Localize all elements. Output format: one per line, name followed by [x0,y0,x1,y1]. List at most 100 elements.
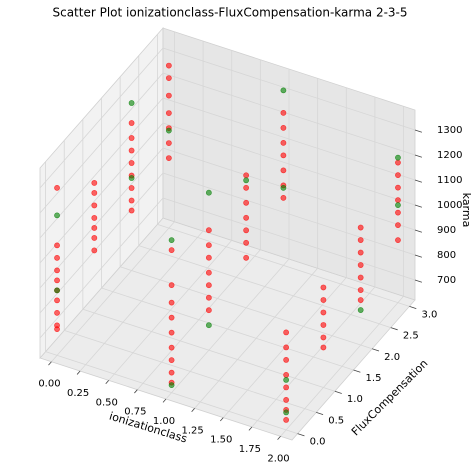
panes [39,26,416,441]
x-tick-label: 0.75 [124,407,146,418]
point [205,189,212,196]
grid-line [39,122,164,264]
point [357,287,364,293]
point [395,184,401,191]
point [283,409,290,416]
point [283,417,290,423]
point [54,309,60,316]
point [283,384,290,391]
grid [39,31,416,437]
point [280,167,287,174]
point [91,215,98,221]
z-tick-label: 1100 [437,175,462,186]
point [205,322,212,329]
grid-line [39,72,164,214]
point [320,284,327,291]
point [243,227,250,234]
point [168,314,175,321]
point [54,287,60,294]
tick-mark [414,229,422,233]
point [91,190,98,196]
z-tick-label: 1000 [437,200,462,211]
point [165,127,172,134]
tick-mark [353,369,361,373]
grid-line [162,172,416,256]
y-tick-label: 1.5 [366,373,382,384]
point [320,334,327,341]
grid-line [162,147,416,231]
point [205,254,212,261]
point [168,237,175,244]
grid-line [82,308,335,392]
point [54,184,60,191]
point [320,309,327,316]
point [128,135,135,141]
point [54,277,60,284]
z-axis-label: karma [460,193,471,228]
point [357,224,364,231]
ticks: 0.00 0.25 0.50 0.75 1.00 1.25 1.50 1.75 2.00 0.00… [38,125,462,464]
point [395,172,401,179]
tick-mark [414,254,422,258]
x-axis-label: ionizationclass [108,410,189,446]
tick-mark [390,327,398,331]
grid-line [157,223,410,307]
point [165,62,172,69]
point [54,267,60,274]
z-tick-label: 800 [437,250,456,261]
point [205,227,212,234]
point [165,75,172,81]
grid-line [162,122,416,206]
point [128,197,135,204]
point [91,180,98,186]
point [395,237,401,244]
point [205,242,212,249]
point [280,124,287,131]
point [243,177,250,184]
point [243,199,250,206]
point [128,185,135,191]
point [128,120,135,126]
y-tick-label: 0.5 [328,415,344,426]
point [357,262,364,268]
point [168,329,175,336]
y-tick-label: 2.0 [384,352,400,363]
point [283,329,290,336]
grid-line [162,97,416,181]
point [395,159,401,166]
y-tick-label: 3.0 [421,309,437,320]
point [395,222,401,229]
x-tick-label: 1.25 [182,425,204,436]
point [280,152,287,159]
point [395,202,401,209]
point [168,357,175,364]
point [205,307,212,314]
point [205,269,212,276]
point [283,397,290,403]
tick-mark [372,348,380,352]
tick-mark [162,398,167,403]
point [165,92,172,99]
tick-mark [414,129,422,133]
point [243,184,250,191]
grid-line [39,197,164,339]
point [165,110,172,116]
grid-line [39,147,164,289]
point [280,184,287,191]
tick-mark [219,417,224,422]
point [283,344,290,351]
point [395,197,401,204]
tick-mark [105,380,110,385]
y-tick-label: 0.0 [310,437,326,448]
point [54,254,60,261]
tick-mark [48,361,52,366]
grid-line [162,72,416,156]
point [320,344,327,351]
y-tick-label: 1.0 [347,394,363,405]
grid-line [39,97,164,239]
point [357,307,364,313]
z-tick-label: 900 [437,225,456,236]
tick-mark [409,305,417,309]
point [283,357,290,363]
